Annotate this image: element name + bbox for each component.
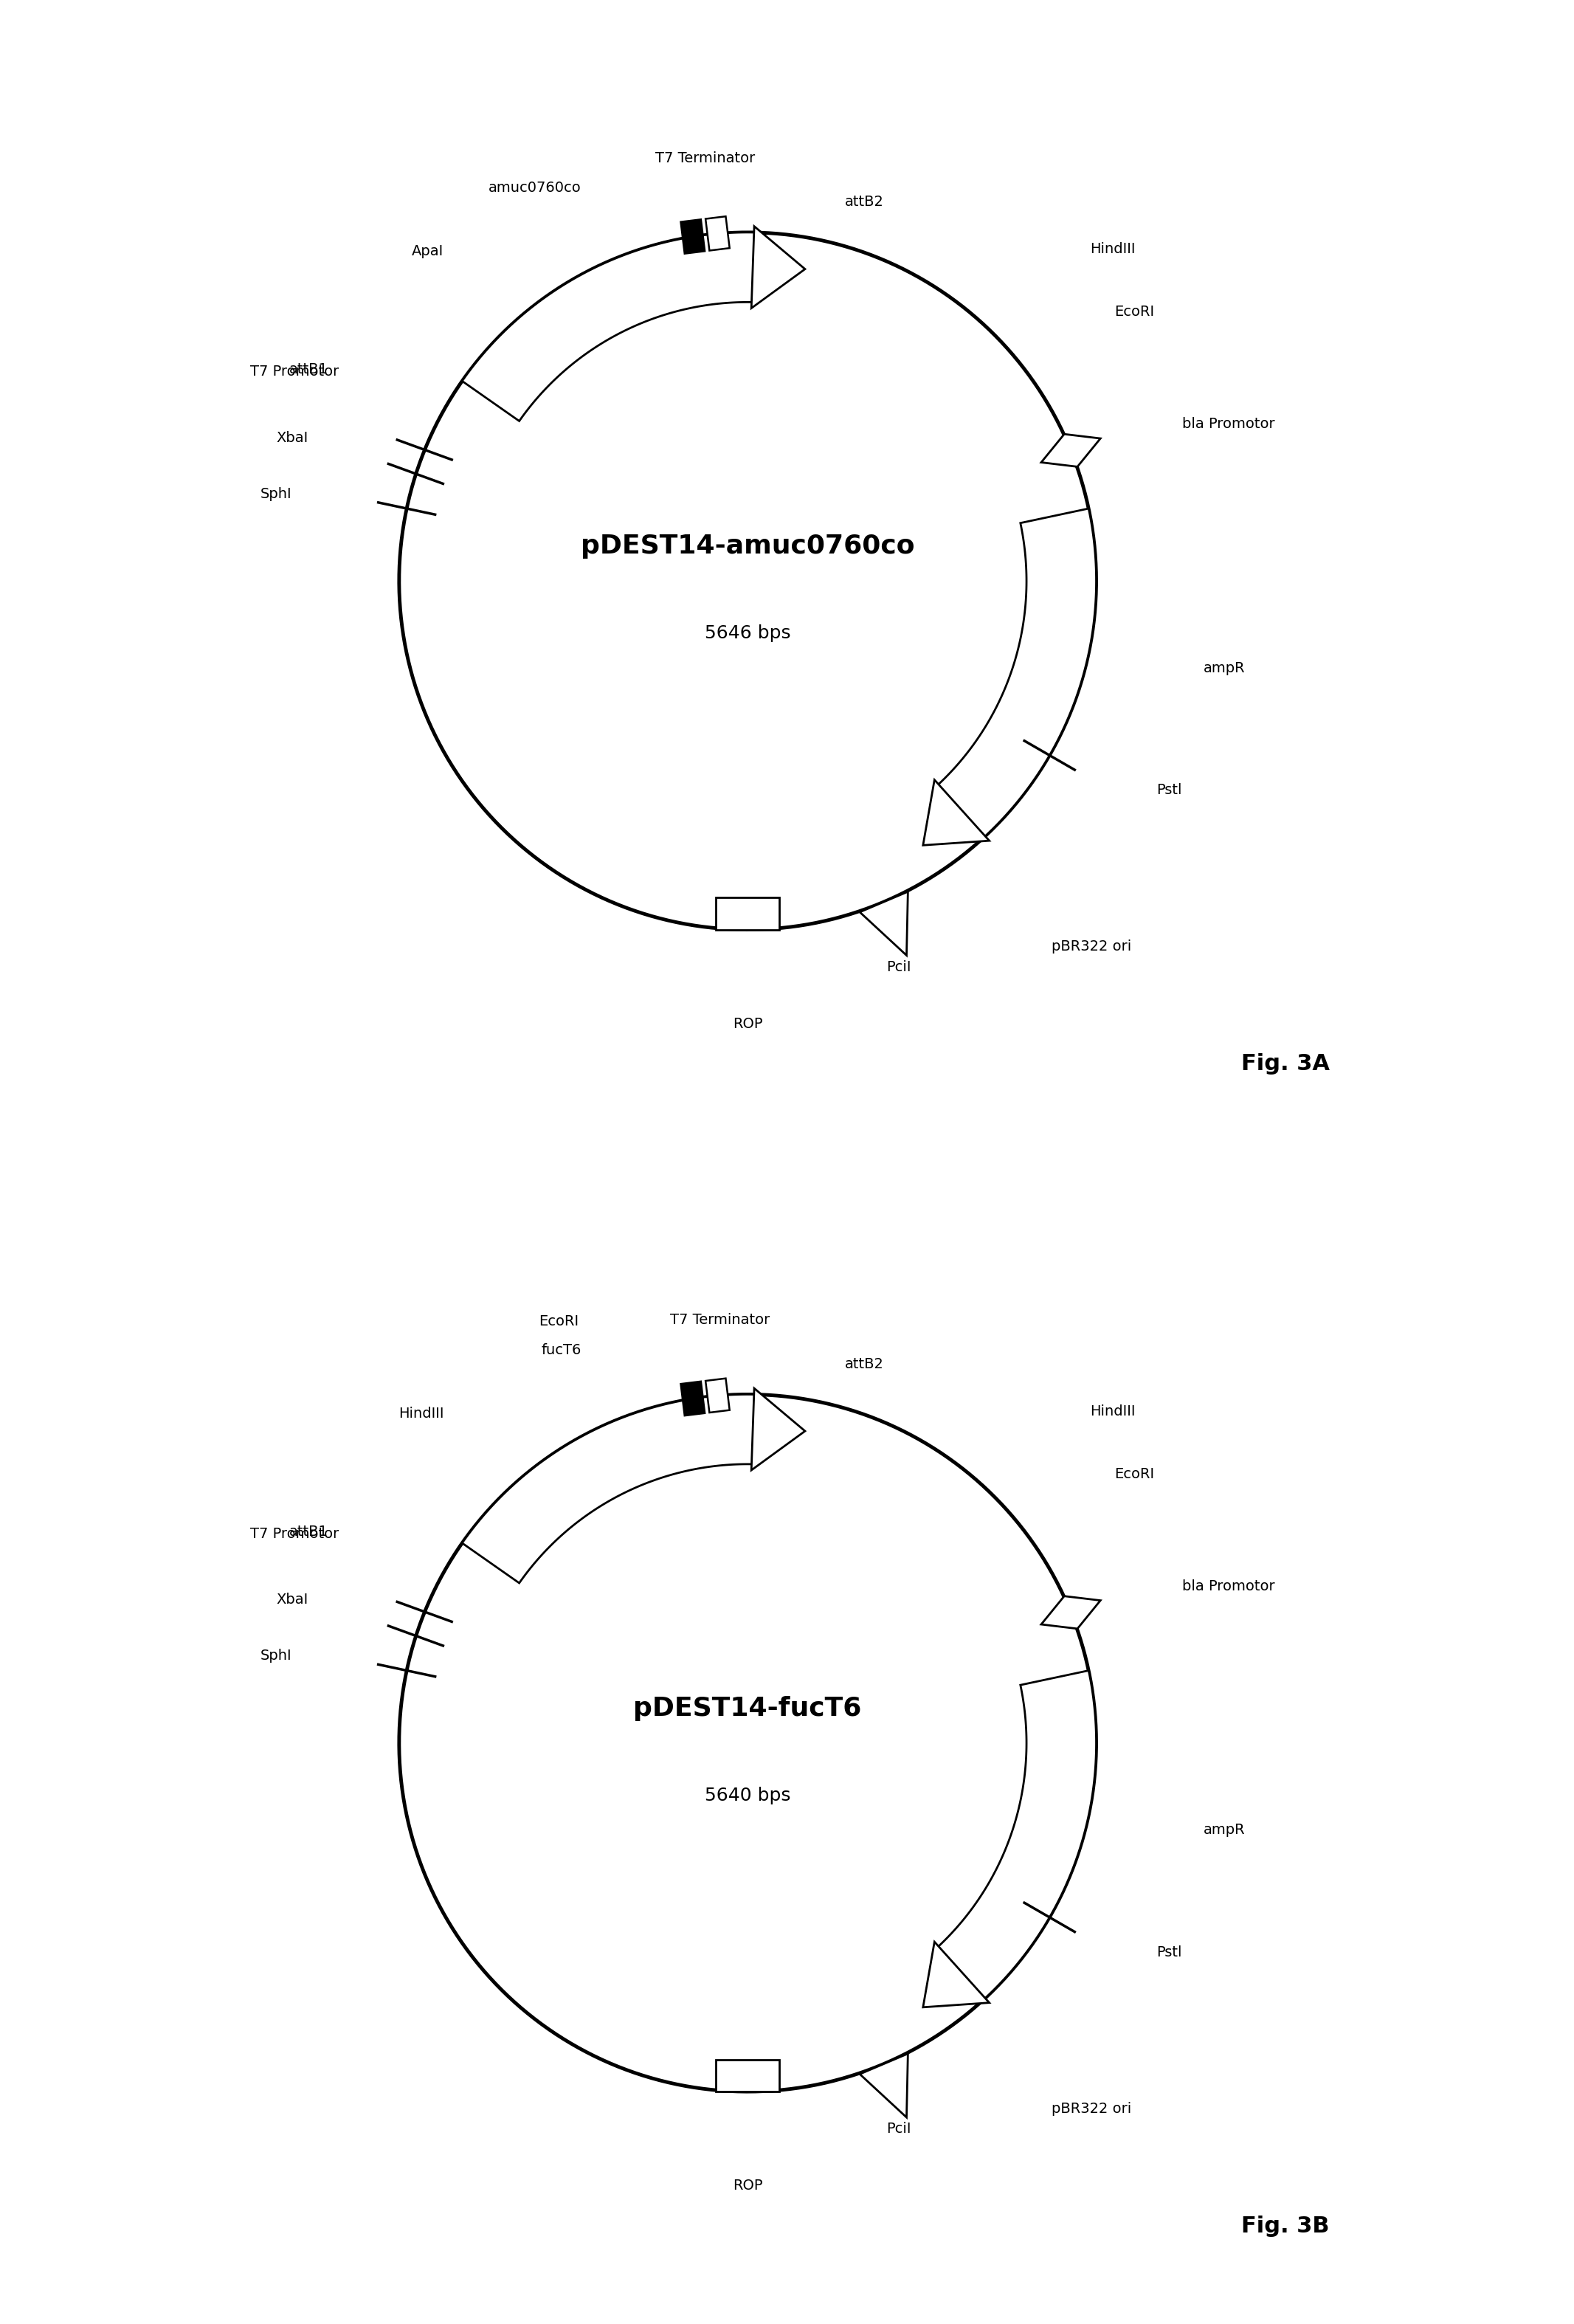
Polygon shape	[922, 781, 990, 846]
Polygon shape	[859, 2054, 908, 2117]
Polygon shape	[935, 1671, 1096, 2001]
Polygon shape	[705, 216, 730, 251]
Text: PciI: PciI	[886, 960, 911, 974]
Text: ROP: ROP	[733, 2180, 762, 2194]
Polygon shape	[922, 1943, 990, 2008]
Text: EcoRI: EcoRI	[538, 1315, 579, 1329]
Text: fucT6: fucT6	[541, 1343, 581, 1357]
Text: XbaI: XbaI	[275, 430, 309, 444]
Polygon shape	[716, 897, 779, 930]
Text: EcoRI: EcoRI	[1114, 304, 1154, 318]
Text: PciI: PciI	[886, 2122, 911, 2136]
Text: attB1: attB1	[290, 363, 329, 376]
Text: EcoRI: EcoRI	[1114, 1466, 1154, 1480]
Text: pDEST14-amuc0760co: pDEST14-amuc0760co	[581, 535, 914, 558]
Polygon shape	[1042, 1597, 1100, 1629]
Polygon shape	[680, 218, 705, 253]
Text: attB1: attB1	[290, 1525, 329, 1538]
Text: ampR: ampR	[1203, 1822, 1245, 1836]
Text: ROP: ROP	[733, 1018, 762, 1032]
Text: pDEST14-fucT6: pDEST14-fucT6	[633, 1697, 863, 1720]
Polygon shape	[859, 892, 908, 955]
Polygon shape	[680, 1380, 705, 1415]
Text: Fig. 3A: Fig. 3A	[1242, 1053, 1330, 1074]
Text: T7 Terminator: T7 Terminator	[671, 1313, 770, 1327]
Text: HindIII: HindIII	[398, 1406, 444, 1420]
Polygon shape	[716, 2059, 779, 2092]
Text: 5646 bps: 5646 bps	[705, 625, 790, 641]
Polygon shape	[705, 1378, 730, 1413]
Text: Fig. 3B: Fig. 3B	[1242, 2215, 1330, 2236]
Text: bla Promotor: bla Promotor	[1182, 1580, 1275, 1594]
Text: pBR322 ori: pBR322 ori	[1051, 2101, 1132, 2115]
Text: pBR322 ori: pBR322 ori	[1051, 939, 1132, 953]
Text: HindIII: HindIII	[1089, 1404, 1135, 1418]
Text: 5640 bps: 5640 bps	[705, 1787, 790, 1803]
Polygon shape	[751, 225, 804, 309]
Text: T7 Promotor: T7 Promotor	[250, 1527, 338, 1541]
Text: ampR: ampR	[1203, 660, 1245, 674]
Text: T7 Terminator: T7 Terminator	[655, 151, 756, 165]
Text: XbaI: XbaI	[275, 1592, 309, 1606]
Polygon shape	[751, 1387, 804, 1471]
Text: bla Promotor: bla Promotor	[1182, 418, 1275, 432]
Polygon shape	[935, 509, 1096, 839]
Text: Pstl: Pstl	[1157, 1945, 1182, 1959]
Text: Pstl: Pstl	[1157, 783, 1182, 797]
Text: ApaI: ApaI	[412, 244, 444, 258]
Polygon shape	[463, 1394, 760, 1583]
Text: attB2: attB2	[845, 1357, 885, 1371]
Text: amuc0760co: amuc0760co	[488, 181, 581, 195]
Text: HindIII: HindIII	[1089, 242, 1135, 256]
Text: SphI: SphI	[261, 1650, 293, 1664]
Text: attB2: attB2	[845, 195, 885, 209]
Text: SphI: SphI	[261, 488, 293, 502]
Polygon shape	[463, 232, 760, 421]
Text: T7 Promotor: T7 Promotor	[250, 365, 338, 379]
Polygon shape	[1042, 435, 1100, 467]
